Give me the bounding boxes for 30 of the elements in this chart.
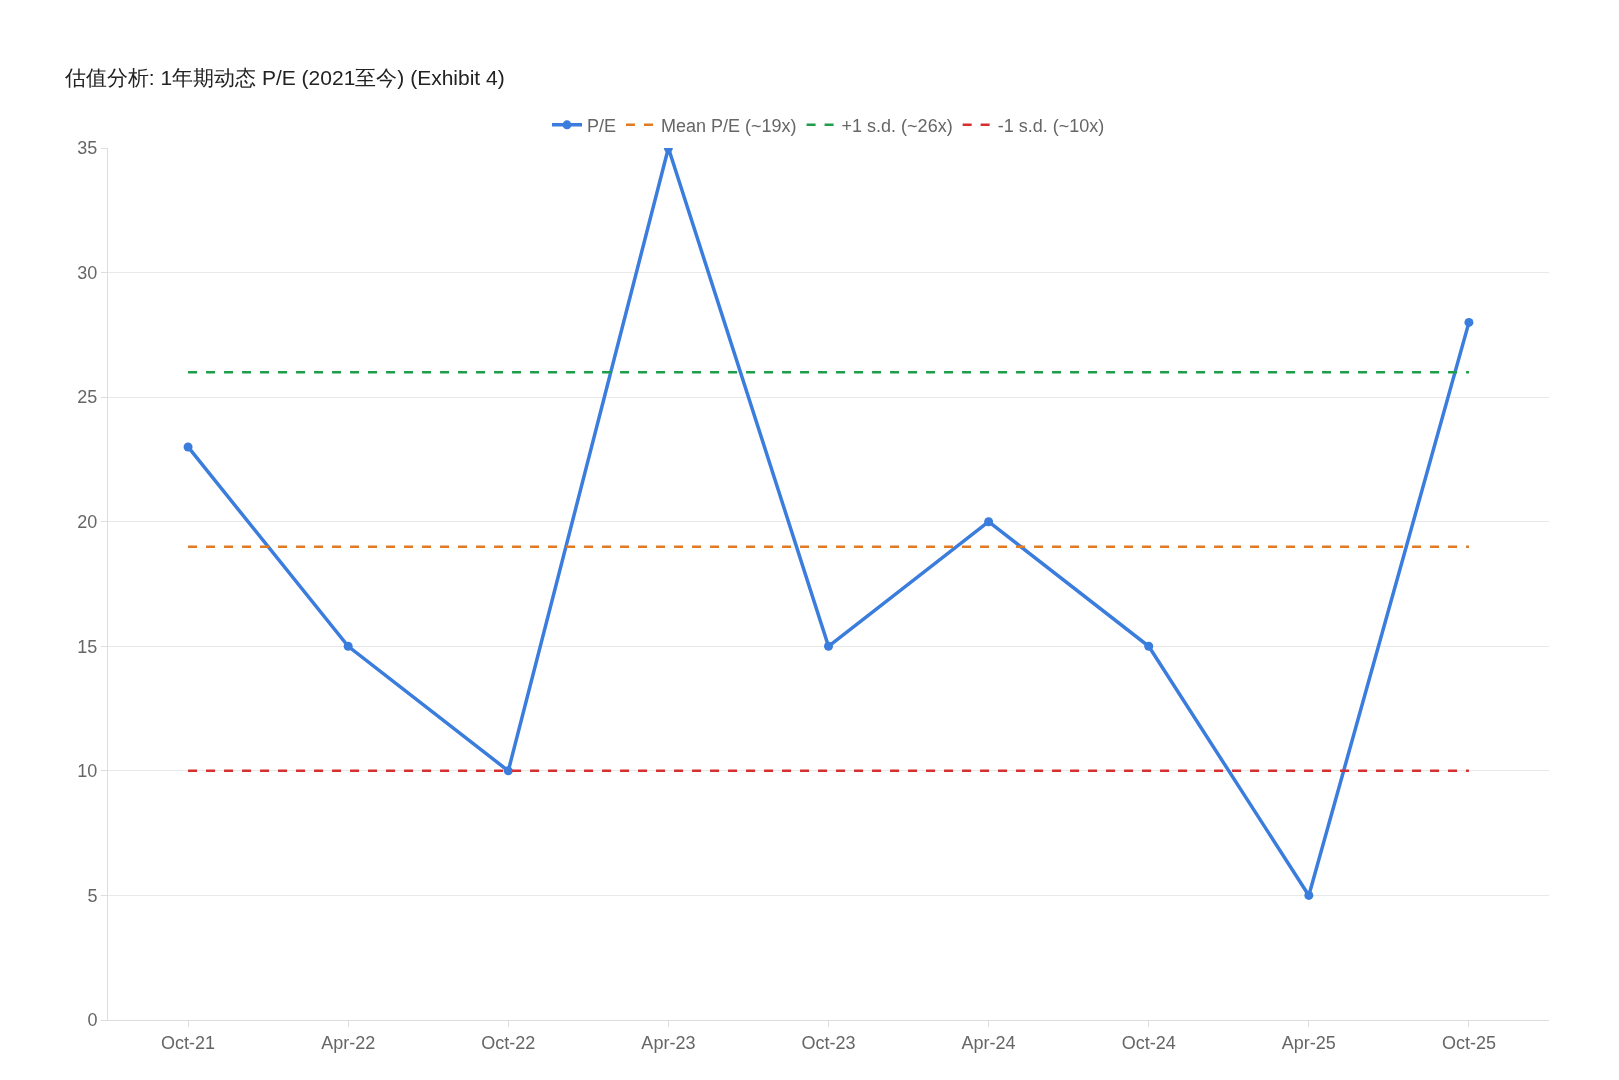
y-tick-label: 0 (87, 1010, 98, 1031)
point (183, 442, 193, 452)
x-tick-label: Apr-23 (641, 1032, 696, 1053)
y-tick-label: 10 (77, 761, 98, 782)
point (503, 766, 513, 776)
point (824, 641, 833, 651)
x-tick-label: Oct-23 (801, 1032, 856, 1053)
legend-label: P/E (587, 115, 617, 136)
point (1464, 317, 1474, 327)
x-tick-label: Apr-24 (961, 1032, 1016, 1053)
point (1144, 641, 1154, 651)
legend-label: Mean P/E (~19x) (661, 115, 797, 136)
y-tick-label: 15 (77, 636, 98, 657)
point (984, 517, 994, 527)
legend-label: -1 s.d. (~10x) (997, 115, 1105, 136)
x-tick-label: Oct-24 (1121, 1032, 1176, 1053)
y-tick-label: 30 (77, 262, 98, 283)
x-tick-label: Oct-25 (1441, 1032, 1496, 1053)
x-tick-label: Apr-22 (321, 1032, 376, 1053)
point (343, 641, 353, 651)
chart-title: 估值分析: 1年期动态 P/E (2021至今) (Exhibit 4) (63, 65, 505, 89)
y-tick-label: 5 (87, 885, 98, 906)
x-tick-label: Oct-21 (161, 1032, 216, 1053)
x-tick-label: Apr-25 (1281, 1032, 1336, 1053)
x-tick-label: Oct-22 (481, 1032, 536, 1053)
legend-label: +1 s.d. (~26x) (841, 115, 953, 136)
y-tick-label: 20 (77, 512, 98, 533)
y-tick-label: 25 (77, 387, 98, 408)
y-tick-label: 35 (77, 138, 98, 159)
point (1304, 890, 1314, 900)
